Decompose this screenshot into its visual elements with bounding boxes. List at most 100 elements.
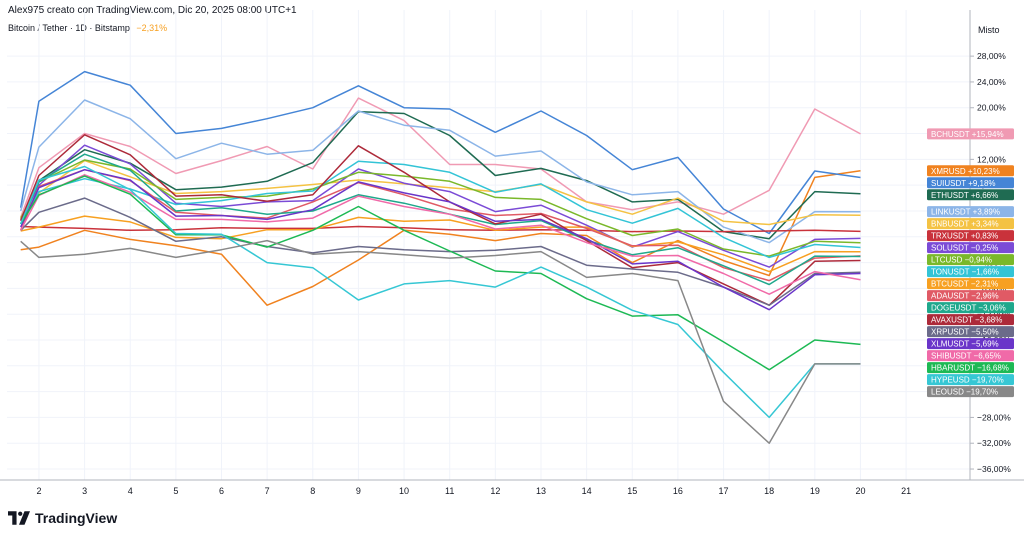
legend-badge xyxy=(927,302,1014,314)
x-tick-label: 7 xyxy=(265,486,270,496)
legend-label-suiusdt: SUIUSDT +9,18% xyxy=(927,177,1014,189)
legend-badge xyxy=(927,230,1014,242)
legend-label-tonusdt: TONUSDT −1,66% xyxy=(927,266,1014,278)
legend-text: HYPEUSD −19,70% xyxy=(931,376,1004,385)
series-line-ethusdt xyxy=(20,110,861,240)
series-line-xmrusd xyxy=(20,170,861,306)
x-tick-labels: 2 3 4 5 6 7 8 9 10 11 12 13 14 15 16 17 18 19 20 21 xyxy=(36,486,911,496)
x-tick-label: 17 xyxy=(719,486,729,496)
legend-text: LTCUSD −0,94% xyxy=(931,256,992,265)
x-tick-label: 20 xyxy=(855,486,865,496)
author-line: Alex975 creato con TradingView.com, Dic … xyxy=(8,5,297,16)
y-tick-label: −36,00% xyxy=(977,464,1011,474)
series-lines xyxy=(19,70,861,444)
legend-label-leousd: LEOUSD −19,70% xyxy=(927,386,1014,398)
symbol-change: −2,31% xyxy=(136,23,168,33)
series-line-leousd xyxy=(20,239,861,444)
legend-label-xrpusdt: XRPUSDT −5,50% xyxy=(927,326,1014,338)
legend-text: XRPUSDT −5,50% xyxy=(931,328,999,337)
legend-label-shibusdt: SHIBUSDT −6,65% xyxy=(927,350,1014,362)
series-line-trxusdt xyxy=(20,225,861,233)
legend-badge xyxy=(927,326,1014,338)
legend-text: XMRUSD +10,23% xyxy=(931,167,1000,176)
x-tick-label: 11 xyxy=(445,486,454,496)
x-tick-label: 3 xyxy=(82,486,87,496)
legend-text: ETHUSDT +6,66% xyxy=(931,191,998,200)
series-line-linkusdt xyxy=(19,99,861,244)
x-tick-label: 13 xyxy=(536,486,546,496)
legend-label-btcusdt: BTCUSDT −2,31% xyxy=(927,278,1014,290)
legend-text: BCHUSDT +15,94% xyxy=(931,130,1004,139)
legend-text: BTCUSDT −2,31% xyxy=(931,280,998,289)
legend-label-adausdt: ADAUSDT −2,96% xyxy=(927,290,1014,302)
x-tick-label: 16 xyxy=(673,486,683,496)
scale-mode-label[interactable]: Misto xyxy=(978,25,1000,35)
legend-badge xyxy=(927,350,1014,362)
legend-label-bnbusdt: BNBUSDT +3,34% xyxy=(927,218,1014,230)
axes xyxy=(0,10,1024,481)
tradingview-logo-icon xyxy=(8,511,30,525)
legend-badge xyxy=(927,206,1014,218)
legend-text: BNBUSDT +3,34% xyxy=(931,220,999,229)
y-tick-label: 28,00% xyxy=(977,51,1006,61)
legend-badge xyxy=(927,177,1014,189)
x-tick-label: 19 xyxy=(810,486,820,496)
tradingview-logo[interactable]: TradingView xyxy=(8,510,117,526)
series-line-hypeusd xyxy=(20,165,861,419)
symbol-line: Bitcoin / Tether · 1D · Bitstamp −2,31% xyxy=(8,23,167,33)
x-tick-label: 9 xyxy=(356,486,361,496)
legend-label-xlmusdt: XLMUSDT −5,69% xyxy=(927,338,1014,350)
x-tick-label: 6 xyxy=(219,486,224,496)
x-tick-label: 5 xyxy=(173,486,178,496)
legend-badge xyxy=(927,338,1014,350)
legend-text: TRXUSDT +0,83% xyxy=(931,232,998,241)
legend-badge xyxy=(927,218,1014,230)
legend-text: LINKUSDT +3,89% xyxy=(931,208,1000,217)
legend-label-trxusdt: TRXUSDT +0,83% xyxy=(927,230,1014,242)
x-tick-label: 4 xyxy=(128,486,133,496)
legend-badge xyxy=(927,374,1014,386)
legend-badge xyxy=(927,189,1014,201)
legend-text: DOGEUSDT −3,06% xyxy=(931,304,1006,313)
series-line-avaxusdt xyxy=(20,134,861,306)
y-tick-label: −32,00% xyxy=(977,438,1011,448)
grid xyxy=(7,10,970,480)
x-tick-label: 14 xyxy=(582,486,592,496)
legend-text: LEOUSD −19,70% xyxy=(931,388,998,397)
legend-text: TONUSDT −1,66% xyxy=(931,268,999,277)
legend-label-dogeusdt: DOGEUSDT −3,06% xyxy=(927,302,1014,314)
legend-label-hbarusdt: HBARUSDT −16,68% xyxy=(927,362,1014,374)
legend-label-hypeusd: HYPEUSD −19,70% xyxy=(927,374,1014,386)
legend-badge xyxy=(927,314,1014,326)
legend-label-solusdt: SOLUSDT −0,25% xyxy=(927,242,1014,254)
legend-text: XLMUSDT −5,69% xyxy=(931,340,999,349)
legend-badge xyxy=(927,278,1014,290)
series-line-bnbusdt xyxy=(20,159,861,226)
legend-badge xyxy=(927,254,1014,266)
x-tick-label: 18 xyxy=(764,486,774,496)
legend-text: SHIBUSDT −6,65% xyxy=(931,352,1001,361)
legend-label-ethusdt: ETHUSDT +6,66% xyxy=(927,189,1014,201)
legend-badge xyxy=(927,128,1014,140)
legend-badge xyxy=(927,242,1014,254)
legend-text: SUIUSDT +9,18% xyxy=(931,179,996,188)
y-tick-label: 20,00% xyxy=(977,103,1006,113)
x-tick-label: 8 xyxy=(310,486,315,496)
x-tick-label: 21 xyxy=(901,486,911,496)
series-line-btcusdt xyxy=(20,215,861,273)
series-line-dogeusdt xyxy=(20,153,861,286)
series-line-bchusdt xyxy=(19,97,861,218)
y-tick-label: −28,00% xyxy=(977,412,1011,422)
series-line-xlmusdt xyxy=(20,168,861,311)
y-tick-label: 24,00% xyxy=(977,77,1006,87)
legend-badge xyxy=(927,266,1014,278)
legend-label-xmrusd: XMRUSD +10,23% xyxy=(927,165,1014,177)
series-line-ltcusd xyxy=(20,159,861,257)
x-tick-label: 10 xyxy=(399,486,409,496)
x-tick-label: 12 xyxy=(490,486,500,496)
series-line-suiusdt xyxy=(19,70,861,235)
legend-badge xyxy=(927,362,1014,374)
legend-text: AVAXUSDT −3,68% xyxy=(931,316,1002,325)
series-line-tonusdt xyxy=(20,160,861,259)
